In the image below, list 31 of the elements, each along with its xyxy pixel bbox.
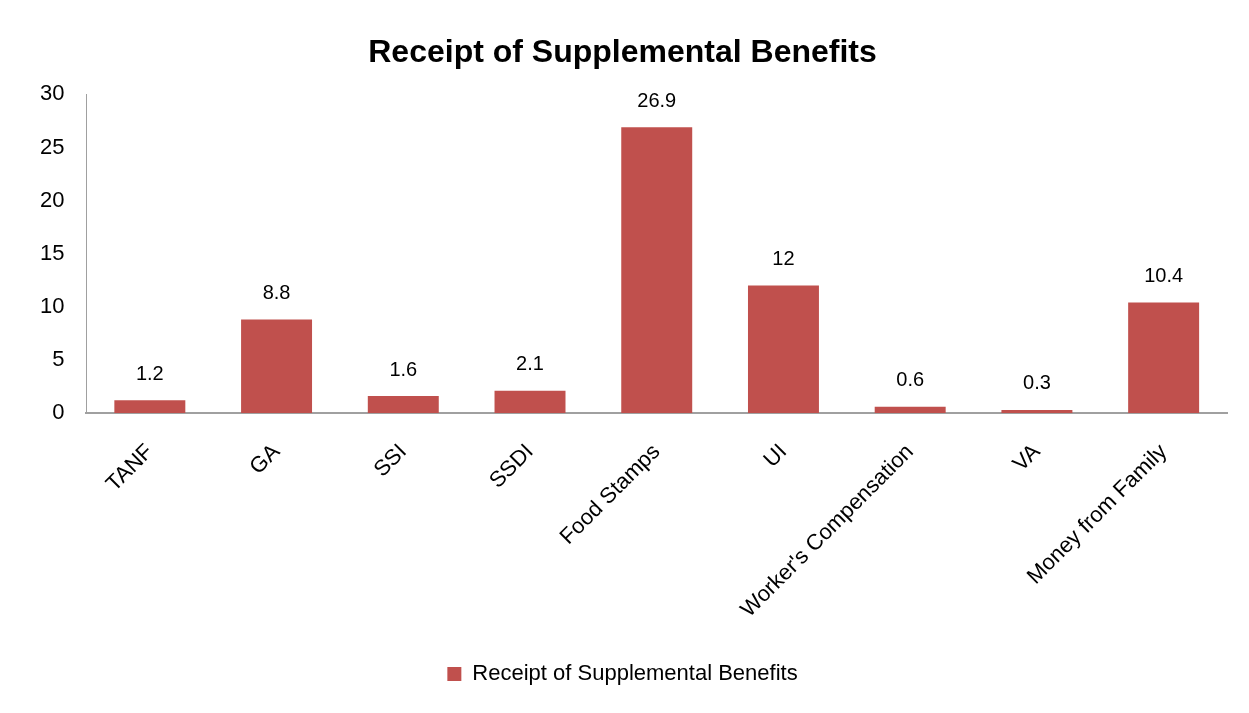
- x-tick-label: UI: [758, 438, 792, 472]
- x-tick-label: SSI: [368, 438, 412, 482]
- bar: [114, 400, 186, 414]
- bar: [621, 127, 693, 414]
- y-tick-label: 25: [39, 133, 65, 159]
- y-tick-label: 0: [52, 399, 65, 425]
- data-label: 10.4: [1144, 264, 1184, 287]
- y-tick-label: 20: [39, 186, 65, 212]
- chart-title: Receipt of Supplemental Benefits: [368, 33, 877, 70]
- y-tick-label: 30: [39, 80, 65, 106]
- y-tick-label: 15: [39, 239, 65, 265]
- data-label: 1.2: [135, 361, 164, 384]
- y-tick-label: 5: [52, 346, 65, 372]
- data-label: 26.9: [637, 88, 677, 111]
- bar: [747, 285, 819, 414]
- bar: [1128, 302, 1200, 414]
- bar: [1001, 409, 1073, 414]
- y-tick-label: 10: [39, 292, 65, 318]
- data-label: 2.1: [516, 352, 544, 375]
- bar: [241, 319, 313, 414]
- legend-label: Receipt of Supplemental Benefits: [472, 660, 798, 686]
- data-label: 8.8: [262, 281, 291, 304]
- x-tick-label: GA: [244, 438, 285, 479]
- data-label: 1.6: [389, 357, 418, 380]
- data-label: 0.6: [896, 368, 925, 391]
- x-tick-label: VA: [1007, 438, 1045, 476]
- bar: [874, 406, 946, 414]
- bar: [494, 390, 566, 414]
- bar: [367, 396, 439, 414]
- data-label: 12: [772, 247, 795, 270]
- data-label: 0.3: [1023, 371, 1051, 394]
